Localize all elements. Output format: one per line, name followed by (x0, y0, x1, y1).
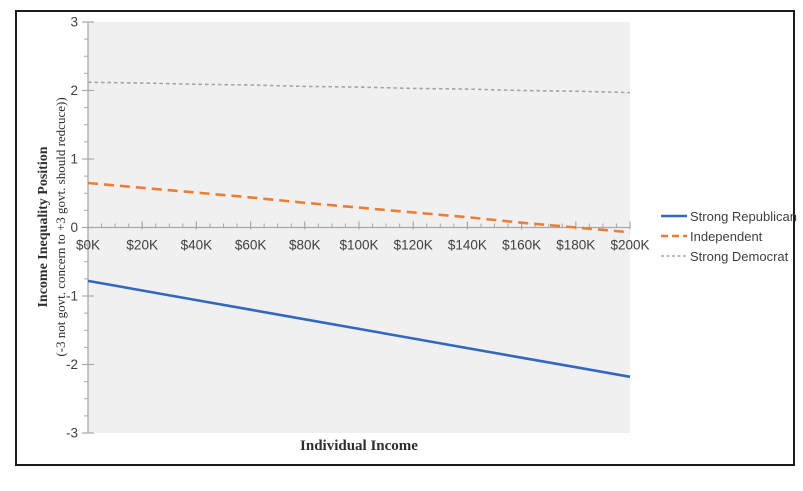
y-tick-label: 0 (70, 220, 78, 235)
x-tick-label: $120K (394, 238, 433, 253)
y-axis-title: Income Inequality Position (-3 not govt.… (35, 17, 71, 437)
x-tick-label: $100K (339, 238, 378, 253)
x-tick-label: $60K (235, 238, 267, 253)
legend-swatch-strong-democrat (661, 255, 687, 257)
legend: Strong Republican Independent Strong Democ… (660, 206, 797, 266)
y-tick-label: 2 (70, 83, 78, 98)
legend-label: Strong Democrat (690, 248, 789, 264)
x-tick-label: $20K (126, 238, 158, 253)
legend-label: Independent (690, 228, 763, 244)
x-tick-label: $180K (556, 238, 595, 253)
x-tick-label: $160K (502, 238, 541, 253)
x-tick-label: $200K (610, 238, 649, 253)
y-tick-label: -1 (66, 289, 78, 304)
x-tick-label: $0K (76, 238, 100, 253)
legend-item-strong-republican: Strong Republican (660, 206, 797, 226)
x-axis-title: Individual Income (300, 438, 418, 454)
y-tick-label: 3 (70, 15, 78, 30)
series-line-strong-democrat (87, 81, 631, 94)
y-axis-title-main: Income Inequality Position (36, 146, 51, 308)
x-tick-label: $40K (181, 238, 213, 253)
y-axis-title-sub: (-3 not govt. concern to +3 govt. should… (53, 97, 68, 357)
y-tick-label: -3 (66, 426, 78, 441)
series-line-strong-republican (87, 279, 631, 379)
legend-item-independent: Independent (660, 226, 797, 246)
legend-swatch-strong-republican (661, 214, 687, 218)
legend-item-strong-democrat: Strong Democrat (660, 246, 797, 266)
x-tick-label: $140K (448, 238, 487, 253)
legend-label: Strong Republican (690, 208, 797, 224)
x-tick-label: $80K (289, 238, 321, 253)
y-tick-label: 1 (70, 152, 78, 167)
y-tick-label: -2 (66, 357, 78, 372)
legend-swatch-independent (661, 234, 687, 238)
series-line-independent (87, 181, 631, 234)
